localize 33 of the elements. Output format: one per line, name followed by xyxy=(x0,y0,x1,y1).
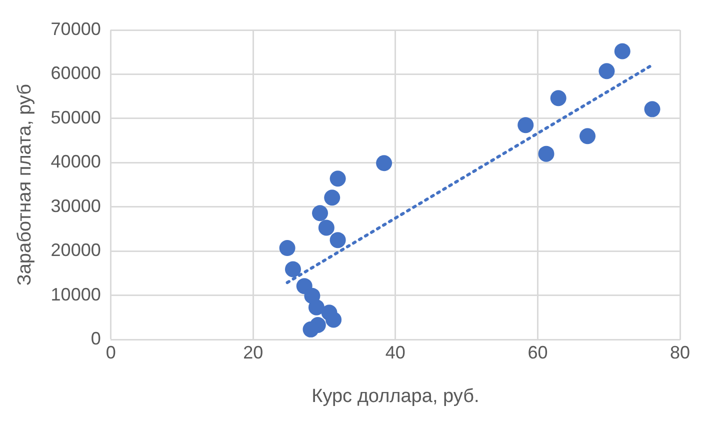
x-tick-label: 20 xyxy=(243,342,264,362)
y-tick-label: 10000 xyxy=(50,284,101,304)
x-tick-label: 80 xyxy=(670,342,690,362)
point xyxy=(318,220,334,236)
point xyxy=(302,321,319,338)
point xyxy=(284,261,301,278)
point xyxy=(614,43,630,60)
point xyxy=(324,190,340,206)
y-tick-label: 30000 xyxy=(50,196,101,216)
point xyxy=(308,299,324,316)
point xyxy=(279,240,296,256)
point xyxy=(550,90,566,106)
x-tick-label: 0 xyxy=(106,342,116,362)
y-tick-label: 40000 xyxy=(50,152,101,172)
y-tick-label: 0 xyxy=(90,328,101,349)
x-axis-title: Курс доллара, руб. xyxy=(312,386,480,407)
x-tick-label: 40 xyxy=(385,342,406,362)
point xyxy=(580,128,596,144)
y-tick-label: 70000 xyxy=(50,18,101,39)
point xyxy=(644,101,660,118)
point xyxy=(330,170,346,187)
y-axis-title: Заработная плата, руб xyxy=(14,84,36,286)
point xyxy=(330,232,346,248)
y-tick-label: 20000 xyxy=(50,240,101,260)
point xyxy=(598,63,615,80)
x-tick-label: 60 xyxy=(528,342,548,362)
point xyxy=(326,312,342,328)
y-tick-label: 60000 xyxy=(50,63,101,84)
y-tick-label: 50000 xyxy=(50,107,101,128)
point xyxy=(312,205,328,222)
point xyxy=(376,155,392,172)
point xyxy=(538,146,554,162)
point xyxy=(518,117,534,134)
